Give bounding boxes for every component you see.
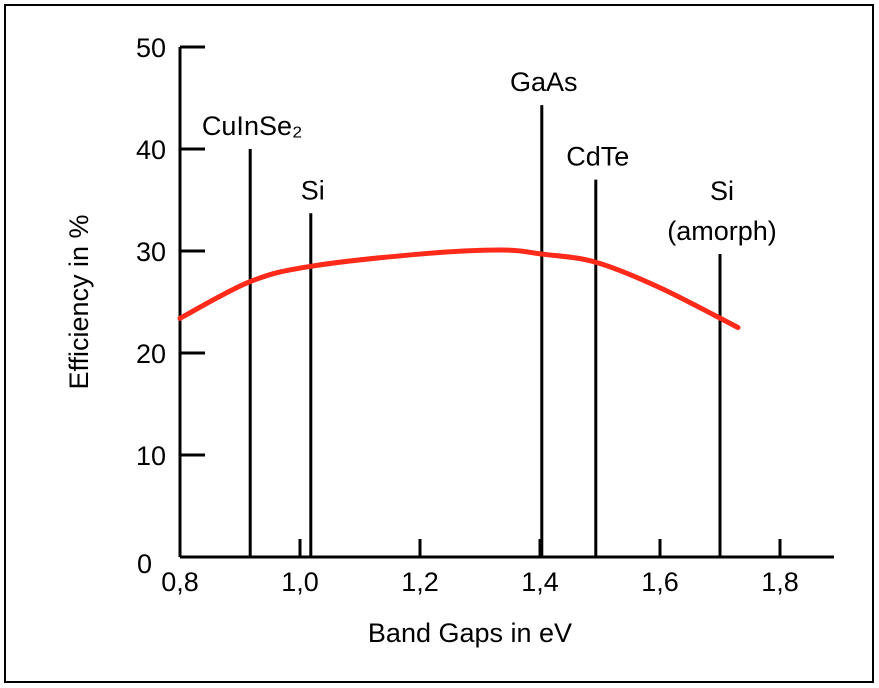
x-tick-label: 1,4 [521,567,559,597]
material-label: (amorph) [667,216,777,246]
material-label: Si [301,175,325,205]
x-axis-label: Band Gaps in eV [368,618,572,648]
y-tick-label: 30 [136,237,166,267]
y-tick-label: 0 [137,549,152,579]
material-label: GaAs [510,67,578,97]
x-tick-label: 1,0 [281,567,319,597]
x-tick-label: 1,6 [641,567,679,597]
efficiency-curve [177,247,741,330]
y-tick-label: 50 [136,33,166,63]
y-tick-label: 20 [136,339,166,369]
material-label: Si [710,176,734,206]
frame [4,4,874,683]
material-label: CdTe [566,142,629,172]
material-label: CuInSe₂ [202,111,303,141]
y-axis-label: Efficiency in % [64,214,94,389]
x-tick-label: 1,8 [761,567,799,597]
y-tick-label: 40 [136,135,166,165]
x-tick-label: 0,8 [161,567,199,597]
x-tick-label: 1,2 [401,567,439,597]
y-tick-label: 10 [136,441,166,471]
